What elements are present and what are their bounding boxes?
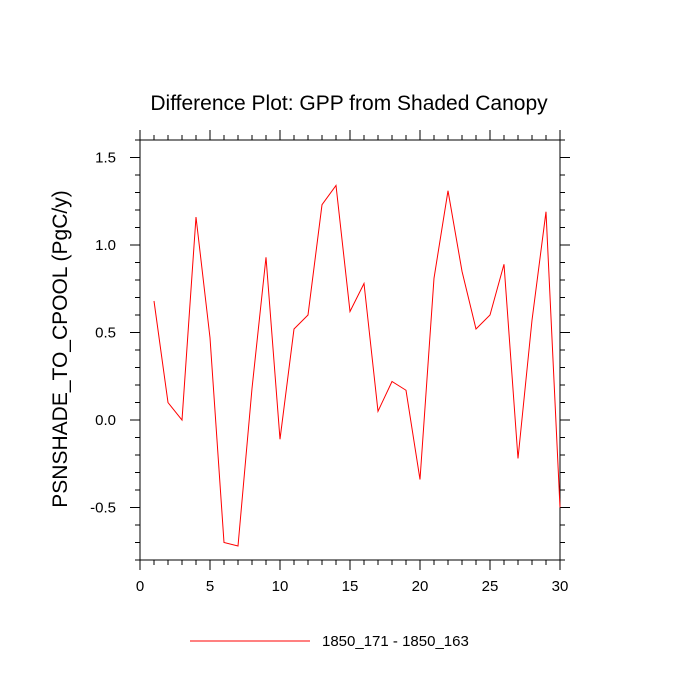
legend: 1850_171 - 1850_163 — [190, 633, 469, 650]
y-tick-label: 1.5 — [95, 150, 116, 167]
y-tick-label: -0.5 — [90, 500, 116, 517]
series-line — [153, 184, 561, 547]
axis-ticks — [130, 130, 570, 570]
x-tick-label: 10 — [272, 578, 289, 595]
chart-title: Difference Plot: GPP from Shaded Canopy — [150, 92, 548, 115]
x-tick-label: 15 — [342, 578, 359, 595]
x-tick-label: 20 — [412, 578, 429, 595]
y-tick-label: 1.0 — [95, 237, 116, 254]
y-axis-label: PSNSHADE_TO_CPOOL (PgC/y) — [49, 190, 72, 507]
y-tick-label: 0.0 — [95, 412, 116, 429]
y-tick-label: 0.5 — [95, 325, 116, 342]
plot-frame — [139, 139, 561, 561]
series-lines — [153, 184, 561, 547]
legend-label: 1850_171 - 1850_163 — [322, 633, 469, 650]
x-tick-label: 25 — [482, 578, 499, 595]
x-tick-label: 5 — [206, 578, 214, 595]
axis-tick-labels: 0 5 10 15 20 25 30 -0.5 0.0 0.5 1.0 1.5 — [90, 150, 568, 596]
x-tick-label: 0 — [136, 578, 144, 595]
x-tick-label: 30 — [552, 578, 569, 595]
